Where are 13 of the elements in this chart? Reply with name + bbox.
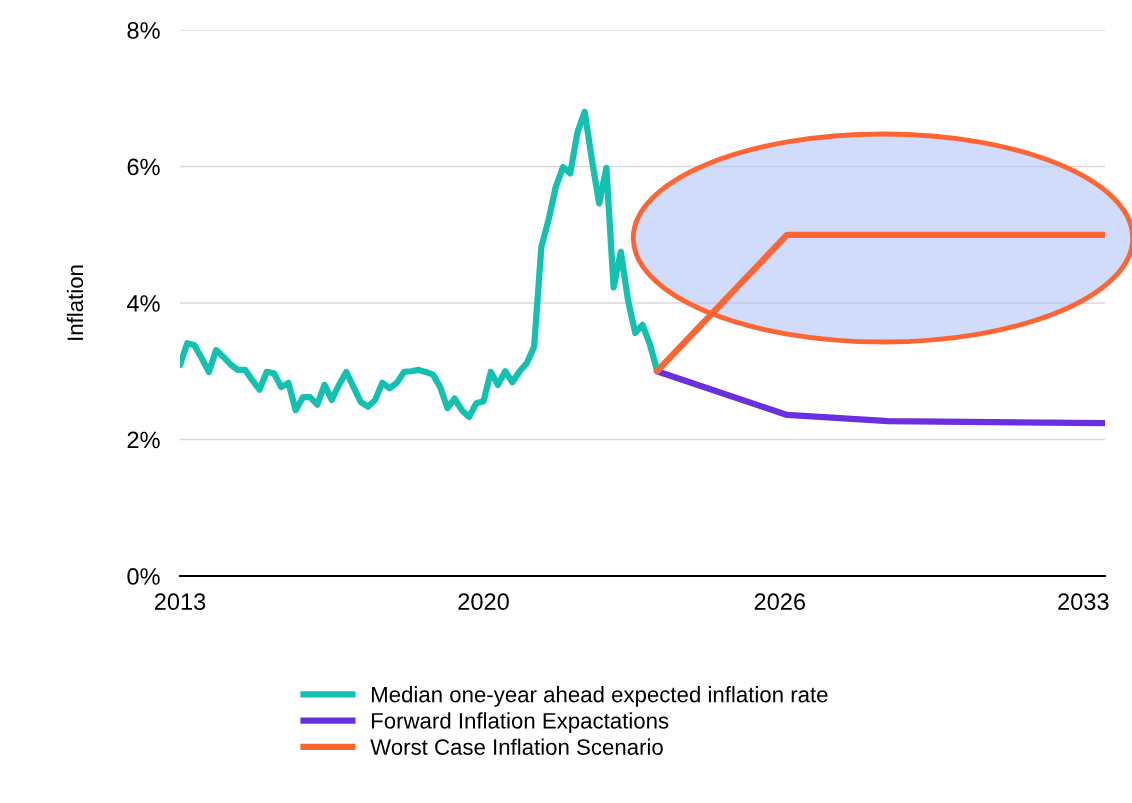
x-tick-label: 2026 [754, 593, 806, 611]
y-tick-label: 0% [127, 568, 160, 585]
y-tick-label: 8% [127, 22, 160, 39]
legend-label: Median one-year ahead expected inflation rate [372, 686, 828, 707]
legend-label: Forward Inflation Expactations [372, 712, 669, 734]
x-tick-label: 2033 [1058, 593, 1109, 611]
x-tick-label: 2020 [458, 593, 509, 611]
y-tick-label: 2% [127, 431, 160, 449]
y-tick-label: 4% [126, 295, 160, 312]
legend-label: Worst Case Inflation Scenario [370, 738, 663, 755]
y-tick-label: 6% [127, 158, 160, 176]
x-tick-label: 2013 [154, 593, 206, 611]
y-axis-title: Inflation [66, 265, 84, 340]
